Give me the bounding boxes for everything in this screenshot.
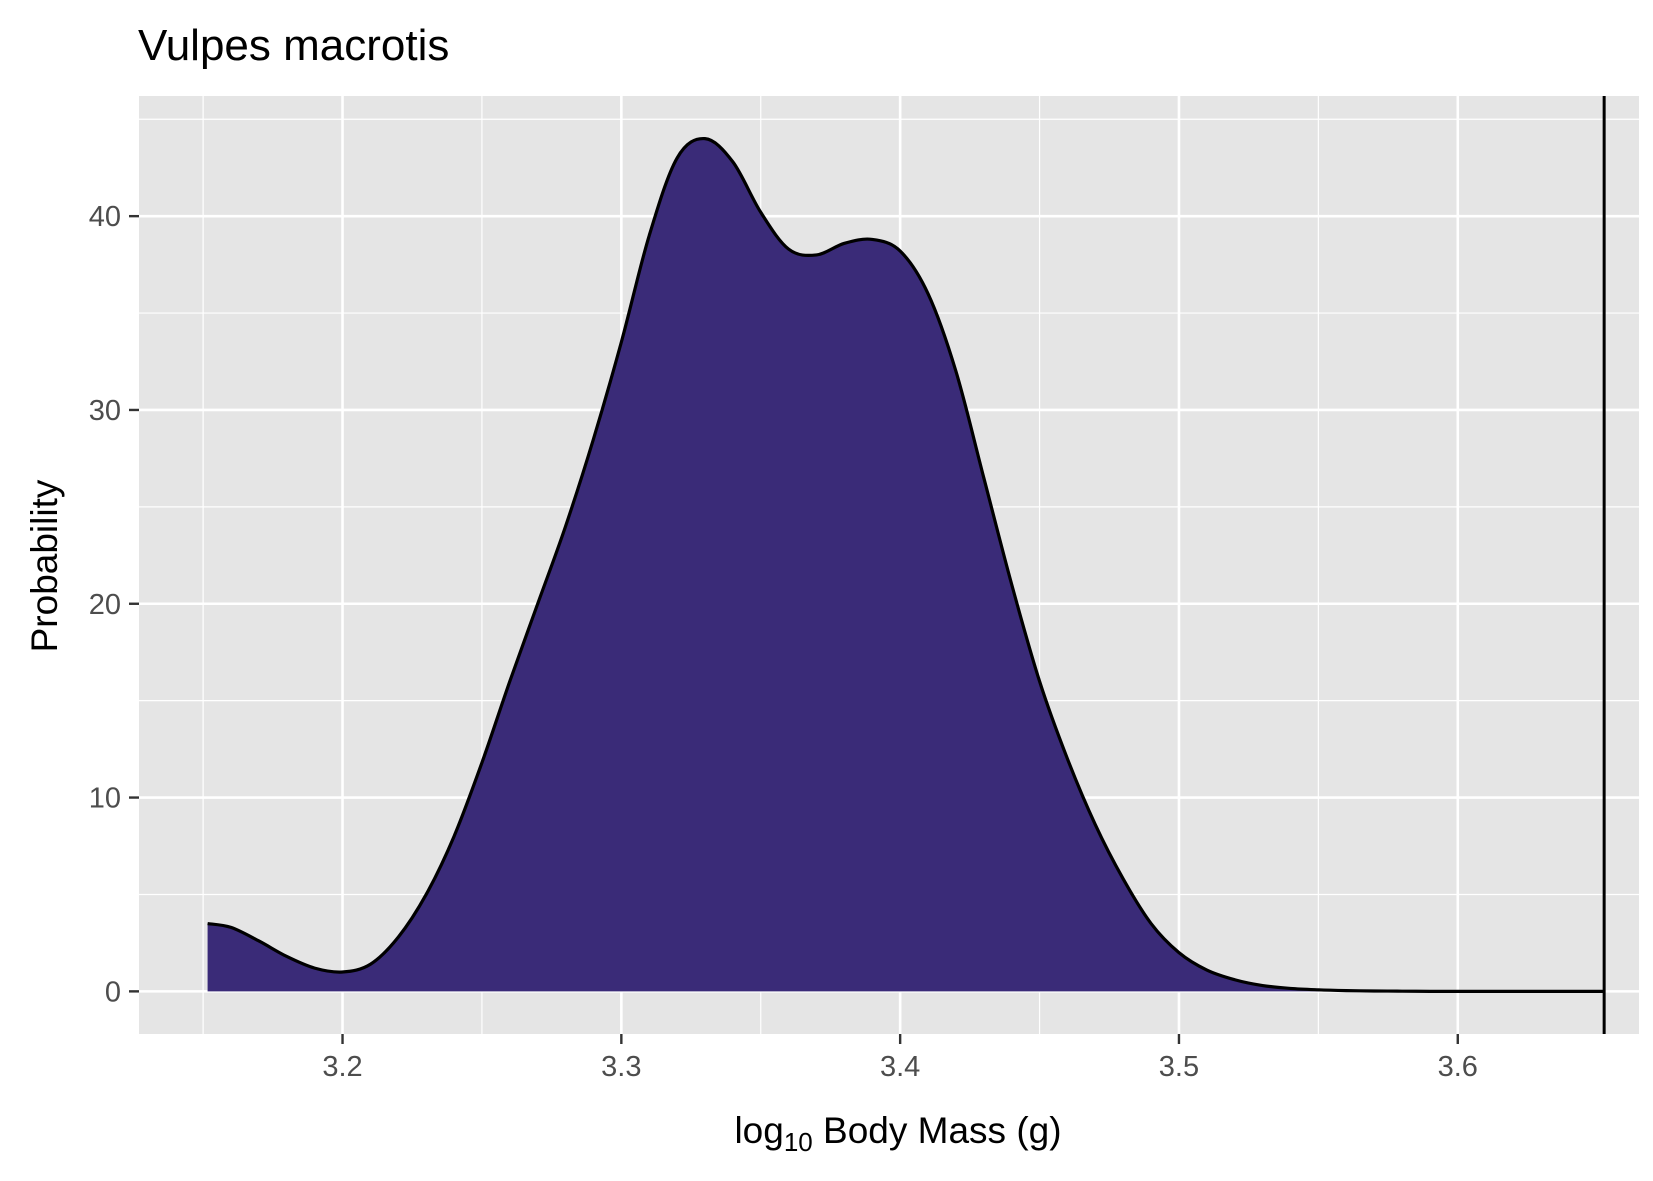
density-outline [207, 137, 1605, 993]
y-tick-label: 10 [89, 783, 121, 815]
density-area [207, 138, 1605, 992]
x-tick-label: 3.3 [601, 1051, 641, 1083]
y-tick-label: 20 [89, 589, 121, 621]
x-tick-label: 3.6 [1438, 1051, 1478, 1083]
x-axis-title: log10 Body Mass (g) [734, 1110, 1061, 1157]
density-series [207, 96, 1606, 1034]
x-tick-label: 3.2 [322, 1051, 362, 1083]
x-axis-title-rest: Body Mass (g) [813, 1110, 1062, 1151]
y-axis: 0 10 20 30 40 [89, 201, 139, 1008]
y-tick-label: 40 [89, 201, 121, 233]
x-axis: 3.2 3.3 3.4 3.5 3.6 [322, 1034, 1478, 1083]
y-tick-label: 0 [105, 976, 121, 1008]
x-axis-title-subscript: 10 [784, 1127, 813, 1157]
x-axis-title-base: log [734, 1110, 783, 1151]
x-tick-label: 3.5 [1159, 1051, 1199, 1083]
x-tick-label: 3.4 [880, 1051, 920, 1083]
y-axis-title: Probability [24, 479, 65, 652]
y-tick-label: 30 [89, 395, 121, 427]
chart-title: Vulpes macrotis [138, 21, 449, 70]
